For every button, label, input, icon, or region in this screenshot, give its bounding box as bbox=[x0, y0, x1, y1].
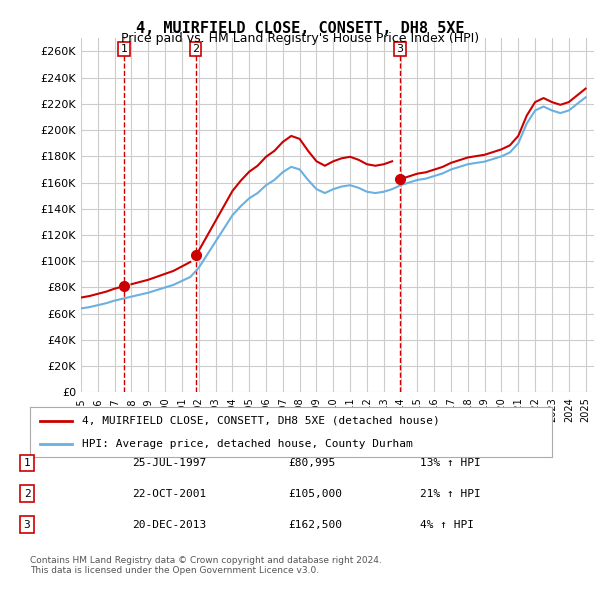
Text: Price paid vs. HM Land Registry's House Price Index (HPI): Price paid vs. HM Land Registry's House … bbox=[121, 32, 479, 45]
Text: 2: 2 bbox=[192, 44, 199, 54]
Text: 25-JUL-1997: 25-JUL-1997 bbox=[132, 458, 206, 468]
Text: £80,995: £80,995 bbox=[288, 458, 335, 468]
Text: 4, MUIRFIELD CLOSE, CONSETT, DH8 5XE (detached house): 4, MUIRFIELD CLOSE, CONSETT, DH8 5XE (de… bbox=[82, 415, 440, 425]
Text: 21% ↑ HPI: 21% ↑ HPI bbox=[420, 489, 481, 499]
Text: 22-OCT-2001: 22-OCT-2001 bbox=[132, 489, 206, 499]
Text: 3: 3 bbox=[23, 520, 31, 529]
Text: £162,500: £162,500 bbox=[288, 520, 342, 529]
Text: HPI: Average price, detached house, County Durham: HPI: Average price, detached house, Coun… bbox=[82, 439, 413, 449]
Text: £105,000: £105,000 bbox=[288, 489, 342, 499]
Text: 2: 2 bbox=[23, 489, 31, 499]
Text: 1: 1 bbox=[23, 458, 31, 468]
Text: 3: 3 bbox=[397, 44, 404, 54]
Text: 20-DEC-2013: 20-DEC-2013 bbox=[132, 520, 206, 529]
Text: 1: 1 bbox=[121, 44, 128, 54]
Text: 4% ↑ HPI: 4% ↑ HPI bbox=[420, 520, 474, 529]
Text: 13% ↑ HPI: 13% ↑ HPI bbox=[420, 458, 481, 468]
Text: 4, MUIRFIELD CLOSE, CONSETT, DH8 5XE: 4, MUIRFIELD CLOSE, CONSETT, DH8 5XE bbox=[136, 21, 464, 35]
Text: Contains HM Land Registry data © Crown copyright and database right 2024.
This d: Contains HM Land Registry data © Crown c… bbox=[30, 556, 382, 575]
